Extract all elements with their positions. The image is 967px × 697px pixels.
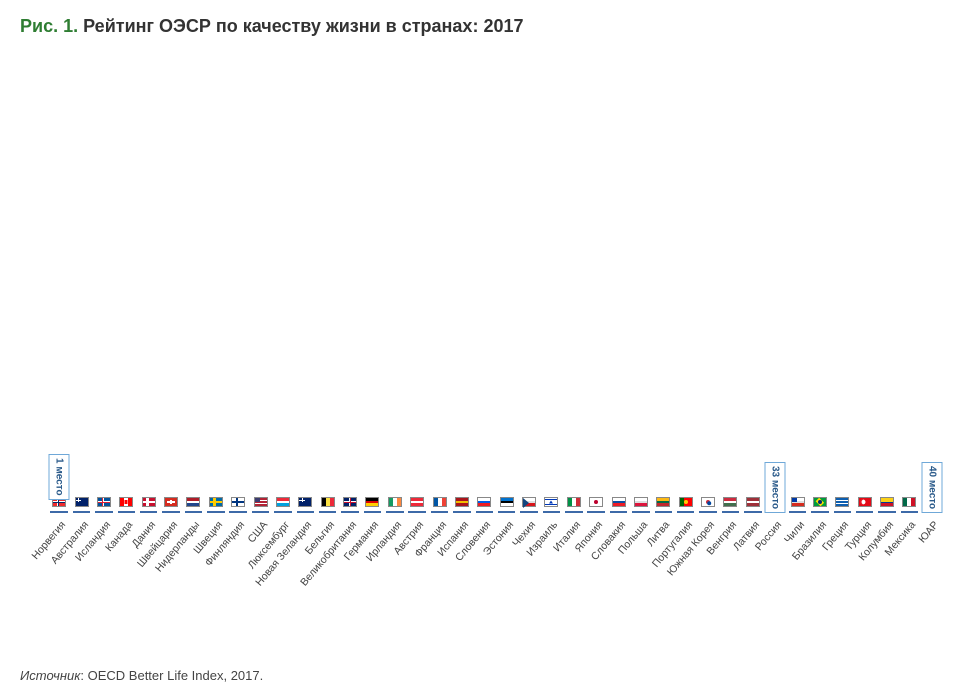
flag-icon bbox=[544, 497, 558, 507]
xlabel-cell: Греция bbox=[831, 513, 853, 643]
flag-icon bbox=[276, 497, 290, 507]
xlabel-cell: Португалия bbox=[675, 513, 697, 643]
plot-area: 1 место 33 место 40 место bbox=[20, 43, 947, 513]
xlabel-cell: Австралия bbox=[70, 513, 92, 643]
flag-icon bbox=[522, 497, 536, 507]
figure-label: Рис. 1. bbox=[20, 16, 78, 36]
xlabel-cell: Австрия bbox=[406, 513, 428, 643]
flag-icon bbox=[477, 497, 491, 507]
xlabel-cell: Германия bbox=[361, 513, 383, 643]
source-text: OECD Better Life Index, 2017. bbox=[88, 668, 264, 683]
flag-icon bbox=[880, 497, 894, 507]
xlabel-cell: Южная Корея bbox=[697, 513, 719, 643]
xlabel-cell: Швейцария bbox=[160, 513, 182, 643]
xlabel-cell: Израиль bbox=[540, 513, 562, 643]
xlabel-cell: Норвегия bbox=[48, 513, 70, 643]
bar-cell: 40 место bbox=[921, 511, 943, 513]
chart-title: Рис. 1. Рейтинг ОЭСР по качеству жизни в… bbox=[20, 16, 947, 37]
flag-icon bbox=[679, 497, 693, 507]
flag-icon bbox=[612, 497, 626, 507]
bar: 33 место bbox=[766, 511, 783, 513]
flag-icon bbox=[567, 497, 581, 507]
xlabel-cell: Люксембург bbox=[272, 513, 294, 643]
xlabel-cell: Словакия bbox=[607, 513, 629, 643]
bar: 40 место bbox=[923, 511, 940, 513]
flag-icon bbox=[321, 497, 335, 507]
x-axis-label: ЮАР bbox=[916, 519, 941, 545]
xlabel-cell: Франция bbox=[428, 513, 450, 643]
xlabel-cell: Швеция bbox=[205, 513, 227, 643]
xlabel-cell: Эстония bbox=[496, 513, 518, 643]
xlabel-cell: Польша bbox=[630, 513, 652, 643]
xlabel-cell: Финляндия bbox=[227, 513, 249, 643]
flag-icon bbox=[634, 497, 648, 507]
xlabel-cell: Дания bbox=[138, 513, 160, 643]
xlabel-cell: Испания bbox=[451, 513, 473, 643]
flag-icon bbox=[589, 497, 603, 507]
flag-icon bbox=[254, 497, 268, 507]
flag-icon bbox=[813, 497, 827, 507]
xlabel-cell: Чехия bbox=[518, 513, 540, 643]
flag-icon bbox=[455, 497, 469, 507]
xlabel-cell: Исландия bbox=[93, 513, 115, 643]
xlabel-cell: Бразилия bbox=[809, 513, 831, 643]
xlabel-cell: Россия bbox=[764, 513, 786, 643]
flag-icon bbox=[858, 497, 872, 507]
rank-callout: 1 место bbox=[49, 454, 70, 500]
flag-icon bbox=[746, 497, 760, 507]
flag-icon bbox=[298, 497, 312, 507]
xlabel-cell: Чили bbox=[786, 513, 808, 643]
xlabel-cell: Великобритания bbox=[339, 513, 361, 643]
xlabel-cell: Италия bbox=[563, 513, 585, 643]
title-text: Рейтинг ОЭСР по качеству жизни в странах… bbox=[83, 16, 523, 36]
source-line: Источник: OECD Better Life Index, 2017. bbox=[20, 668, 263, 683]
bars-container: 1 место 33 место 40 место bbox=[48, 43, 943, 513]
xlabel-cell: ЮАР bbox=[921, 513, 943, 643]
flag-icon bbox=[343, 497, 357, 507]
xlabel-cell: Литва bbox=[652, 513, 674, 643]
rank-callout: 33 место bbox=[765, 462, 786, 513]
xlabel-cell: Латвия bbox=[742, 513, 764, 643]
flag-icon bbox=[164, 497, 178, 507]
flag-icon bbox=[97, 497, 111, 507]
flag-icon bbox=[791, 497, 805, 507]
flag-icon bbox=[656, 497, 670, 507]
xlabel-cell: Канада bbox=[115, 513, 137, 643]
xlabel-cell: Венгрия bbox=[719, 513, 741, 643]
bar-cell: 33 место bbox=[764, 511, 786, 513]
x-axis-labels: НорвегияАвстралияИсландияКанадаДанияШвей… bbox=[48, 513, 943, 643]
xlabel-cell: Словения bbox=[473, 513, 495, 643]
flag-icon bbox=[433, 497, 447, 507]
flag-icon bbox=[231, 497, 245, 507]
xlabel-cell: Ирландия bbox=[384, 513, 406, 643]
bar-chart: 1 место 33 место 40 место НорвегияАвстрали… bbox=[20, 43, 947, 643]
xlabel-cell: Мексика bbox=[898, 513, 920, 643]
xlabel-cell: Колумбия bbox=[876, 513, 898, 643]
xlabel-cell: Турция bbox=[854, 513, 876, 643]
flag-icon bbox=[119, 497, 133, 507]
xlabel-cell: Нидерланды bbox=[182, 513, 204, 643]
flag-icon bbox=[835, 497, 849, 507]
flag-icon bbox=[209, 497, 223, 507]
flag-icon bbox=[186, 497, 200, 507]
rank-callout: 40 место bbox=[921, 462, 942, 513]
flag-icon bbox=[388, 497, 402, 507]
flag-icon bbox=[723, 497, 737, 507]
source-colon: : bbox=[80, 668, 87, 683]
xlabel-cell: Япония bbox=[585, 513, 607, 643]
flag-icon bbox=[365, 497, 379, 507]
flag-icon bbox=[142, 497, 156, 507]
flag-icon bbox=[500, 497, 514, 507]
flag-icon bbox=[902, 497, 916, 507]
flag-icon bbox=[410, 497, 424, 507]
xlabel-cell: Бельгия bbox=[317, 513, 339, 643]
source-label: Источник bbox=[20, 668, 80, 683]
flag-icon bbox=[701, 497, 715, 507]
flag-icon bbox=[75, 497, 89, 507]
